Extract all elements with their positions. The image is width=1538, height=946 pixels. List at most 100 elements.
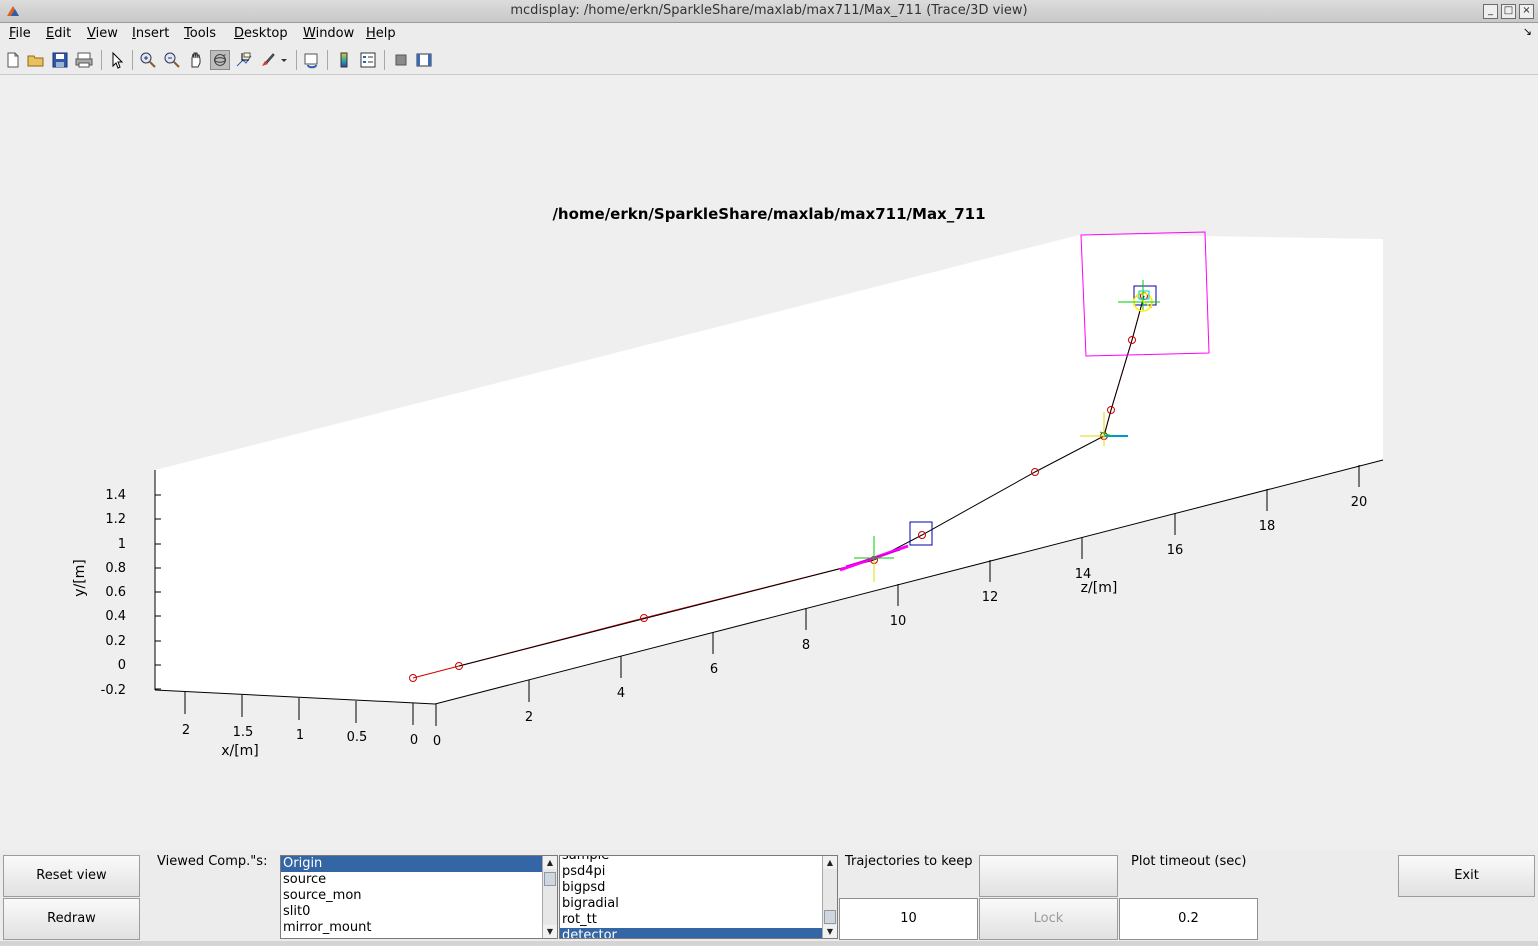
menubar-dock-arrow-icon[interactable]: ↘ [1522, 25, 1532, 38]
menu-tools[interactable]: Tools [184, 26, 217, 41]
x-tick-label: 0 [410, 733, 418, 748]
list-item[interactable]: sample [562, 855, 610, 863]
toolbar-separator [101, 50, 102, 70]
menu-insert[interactable]: Insert [132, 26, 170, 41]
maximize-icon[interactable]: □ [1501, 4, 1516, 19]
list-item[interactable]: source [283, 872, 327, 887]
z-tick-label: 2 [525, 710, 533, 725]
toolbar-separator [296, 50, 297, 70]
y-tick-label: 0.6 [105, 585, 126, 600]
link-plot-icon[interactable] [302, 50, 322, 70]
scroll-thumb[interactable] [824, 910, 836, 924]
component-listbox[interactable]: Origin source source_mon slit0 mirror_mo… [280, 855, 558, 939]
figure-canvas: 1.4 1.2 1 0.8 0.6 0.4 0.2 0 -0.2 y/[m] 2… [0, 75, 1538, 850]
menu-file[interactable]: File [9, 26, 31, 41]
rotate-3d-icon[interactable] [210, 50, 230, 70]
list-item[interactable]: rot_tt [562, 912, 597, 927]
close-icon[interactable]: × [1519, 4, 1534, 19]
figure-toolbar [0, 46, 1538, 75]
legend-icon[interactable] [358, 50, 378, 70]
blank-toggle-button[interactable] [979, 855, 1118, 897]
z-tick-label: 4 [617, 686, 625, 701]
redraw-button[interactable]: Redraw [3, 898, 140, 940]
zoom-out-icon[interactable] [162, 50, 182, 70]
matlab-app-icon[interactable] [6, 4, 20, 18]
plot-title: /home/erkn/SparkleShare/maxlab/max711/Ma… [552, 205, 985, 223]
open-file-icon[interactable] [26, 50, 46, 70]
list-item[interactable]: detector [560, 928, 837, 938]
scroll-down-arrow-icon[interactable]: ▼ [823, 925, 837, 938]
data-cursor-icon[interactable] [234, 50, 254, 70]
z-tick-label: 0 [433, 734, 441, 749]
z-tick-label: 6 [710, 662, 718, 677]
window-titlebar: mcdisplay: /home/erkn/SparkleShare/maxla… [0, 0, 1538, 23]
plot-3d-view[interactable]: 1.4 1.2 1 0.8 0.6 0.4 0.2 0 -0.2 y/[m] 2… [0, 75, 1538, 850]
listbox-scrollbar[interactable]: ▲ ▼ [822, 856, 837, 938]
show-plot-tools-icon[interactable] [414, 50, 434, 70]
lock-button[interactable]: Lock [979, 898, 1118, 940]
scroll-up-arrow-icon[interactable]: ▲ [823, 856, 837, 869]
listbox-scrollbar[interactable]: ▲ ▼ [542, 856, 557, 938]
scroll-up-arrow-icon[interactable]: ▲ [543, 856, 557, 869]
reset-view-button[interactable]: Reset view [3, 855, 140, 897]
x-axis-ticks [184, 692, 414, 725]
exit-button[interactable]: Exit [1398, 855, 1535, 897]
menu-help[interactable]: Help [366, 26, 396, 41]
z-tick-label: 12 [982, 590, 999, 605]
z-axis-ticks [435, 465, 1360, 726]
z-tick-label: 14 [1075, 567, 1092, 582]
plot-timeout-label: Plot timeout (sec) [1131, 854, 1247, 869]
z-tick-label: 18 [1259, 519, 1276, 534]
menu-window[interactable]: Window [303, 26, 355, 41]
trajectories-input[interactable]: 10 [839, 898, 978, 940]
minimize-icon[interactable]: _ [1483, 4, 1498, 19]
plot-timeout-input[interactable]: 0.2 [1119, 898, 1258, 940]
z-axis-label: z/[m] [1081, 580, 1118, 596]
menu-edit[interactable]: Edit [46, 26, 72, 41]
print-icon[interactable] [74, 50, 94, 70]
list-item[interactable]: source_mon [283, 888, 362, 903]
new-figure-icon[interactable] [3, 50, 23, 70]
viewed-components-label: Viewed Comp."s: [157, 854, 268, 869]
list-item[interactable]: bigpsd [562, 880, 606, 895]
axes-background [155, 234, 1383, 704]
y-axis-label: y/[m] [72, 559, 88, 597]
y-tick-label: 0.2 [105, 634, 126, 649]
y-axis-ticks [155, 494, 161, 690]
scroll-thumb[interactable] [544, 872, 556, 886]
trajectories-label: Trajectories to keep [845, 854, 973, 869]
list-item[interactable]: psd4pi [562, 864, 606, 879]
x-tick-label: 1.5 [233, 725, 254, 740]
select-arrow-icon[interactable] [107, 50, 127, 70]
window-title: mcdisplay: /home/erkn/SparkleShare/maxla… [510, 3, 1028, 18]
list-item[interactable]: bigradial [562, 896, 619, 911]
toolbar-separator [384, 50, 385, 70]
pan-hand-icon[interactable] [186, 50, 206, 70]
colorbar-icon[interactable] [334, 50, 354, 70]
component-listbox-continued[interactable]: sample psd4pi bigpsd bigradial rot_tt de… [559, 855, 838, 939]
brush-icon[interactable] [258, 50, 278, 70]
menu-bar: File Edit View Insert Tools Desktop Wind… [0, 23, 1538, 45]
z-tick-label: 20 [1351, 495, 1368, 510]
save-icon[interactable] [50, 50, 70, 70]
menu-view[interactable]: View [87, 26, 118, 41]
x-axis-label: x/[m] [221, 743, 259, 759]
menu-desktop[interactable]: Desktop [234, 26, 288, 41]
mirror-component [839, 536, 909, 582]
list-item[interactable]: slit0 [283, 904, 311, 919]
zoom-in-icon[interactable] [138, 50, 158, 70]
x-tick-label: 1 [296, 728, 304, 743]
y-tick-label: 0.8 [105, 561, 126, 576]
list-item[interactable]: mirror_mount [283, 920, 372, 935]
toolbar-separator [132, 50, 133, 70]
z-tick-label: 10 [890, 614, 907, 629]
sample-component [1080, 412, 1128, 446]
y-tick-label: -0.2 [101, 683, 126, 698]
scroll-down-arrow-icon[interactable]: ▼ [543, 925, 557, 938]
list-item[interactable]: Origin [281, 856, 557, 872]
hide-plot-tools-icon[interactable] [391, 50, 411, 70]
brush-dropdown-icon[interactable] [278, 50, 290, 70]
slit-component [909, 521, 933, 546]
detector-monitor-component [1118, 280, 1160, 312]
x-axis-line [154, 689, 436, 705]
